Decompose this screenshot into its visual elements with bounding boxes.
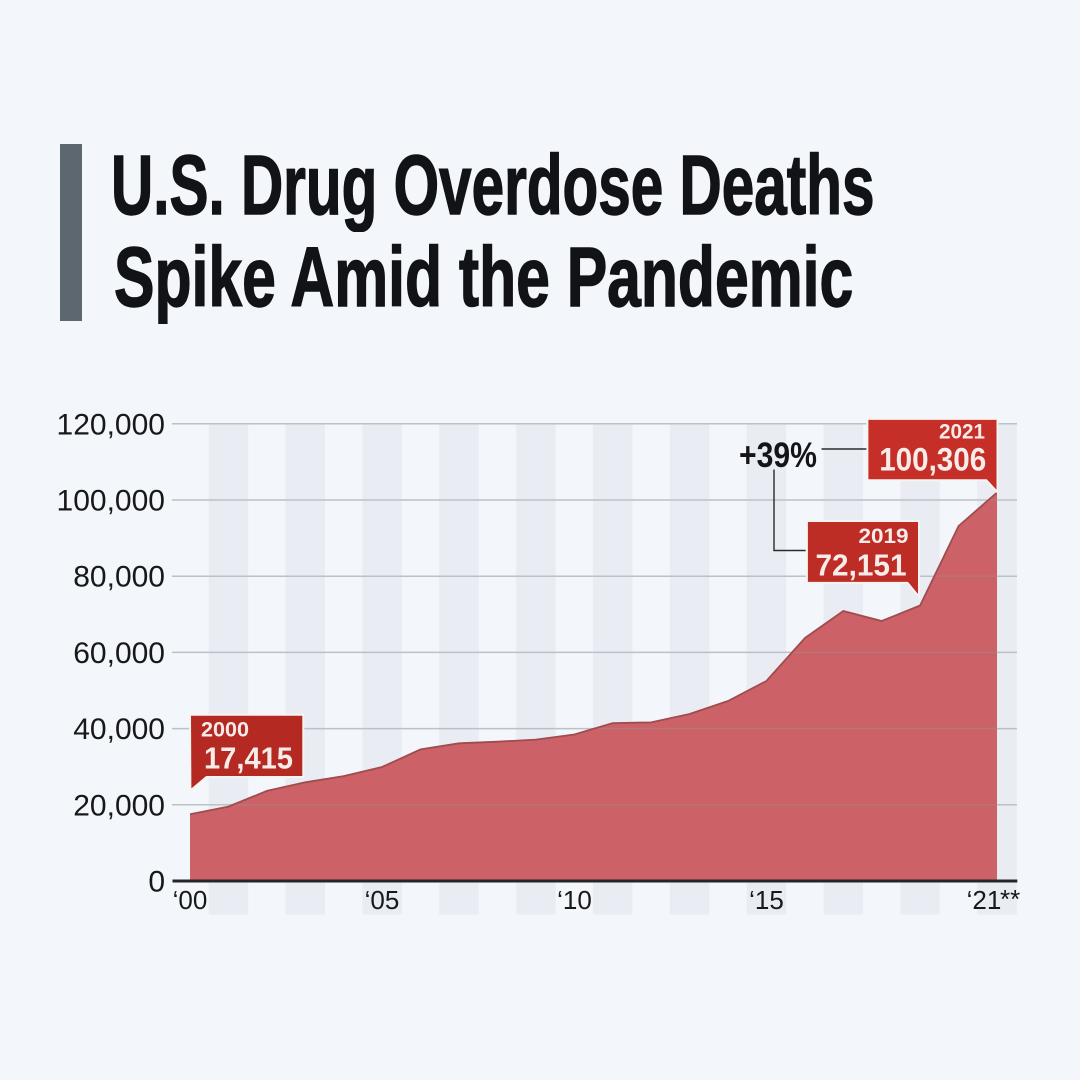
svg-text:2000: 2000: [201, 719, 249, 742]
svg-text:**: **: [1000, 884, 1020, 914]
svg-text:‘15: ‘15: [749, 885, 784, 915]
svg-text:17,415: 17,415: [204, 741, 293, 776]
svg-text:60,000: 60,000: [73, 637, 165, 670]
svg-text:72,151: 72,151: [816, 548, 907, 583]
svg-text:80,000: 80,000: [73, 561, 165, 594]
svg-text:100,306: 100,306: [879, 442, 986, 478]
svg-text:0: 0: [148, 866, 165, 899]
svg-text:2021: 2021: [939, 421, 985, 444]
svg-text:120,000: 120,000: [57, 408, 165, 441]
svg-text:100,000: 100,000: [57, 485, 165, 518]
svg-text:‘10: ‘10: [557, 885, 592, 915]
svg-text:‘00: ‘00: [173, 885, 208, 915]
svg-text:‘21: ‘21: [967, 885, 1002, 915]
svg-text:+39%: +39%: [739, 436, 817, 475]
svg-text:40,000: 40,000: [73, 713, 165, 746]
svg-text:‘05: ‘05: [365, 885, 400, 915]
svg-text:20,000: 20,000: [73, 789, 165, 822]
svg-text:2019: 2019: [859, 525, 909, 548]
